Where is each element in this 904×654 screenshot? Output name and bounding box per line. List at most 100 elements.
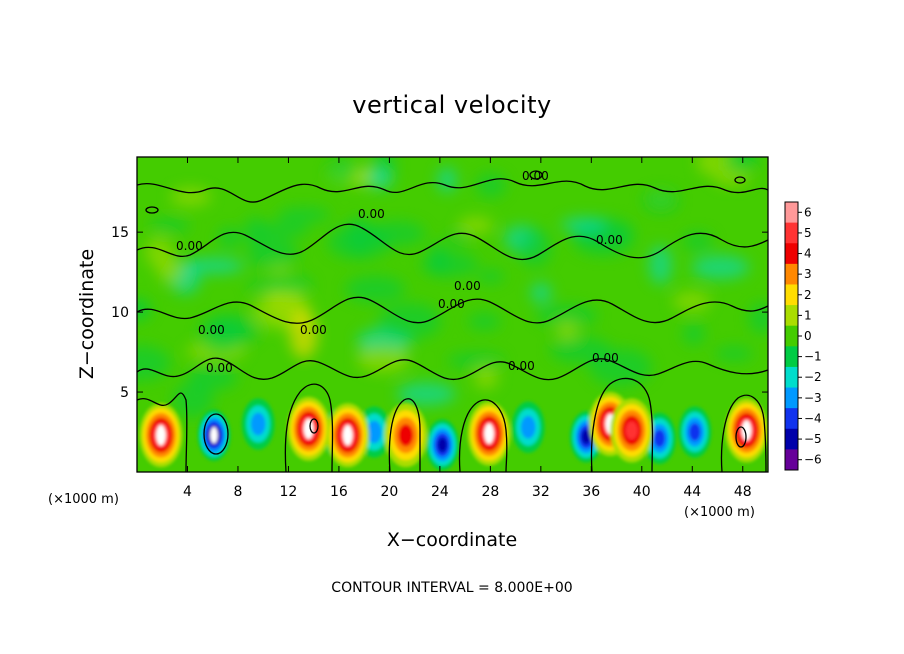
field-patch: [473, 365, 499, 390]
downdraft-cell: [581, 429, 591, 445]
field-patch: [476, 269, 505, 284]
updraft-peak: [343, 424, 353, 446]
contour-label: 0.00: [592, 351, 619, 365]
colorbar-swatch: [785, 284, 798, 306]
contour-label: 0.00: [358, 207, 385, 221]
contour-label: 0.00: [300, 323, 327, 337]
field-patch: [748, 302, 768, 334]
colorbar: 6 5 4 3 2 1 0 −1 −2 −3 −4 −5 −6: [784, 201, 822, 471]
field-patch: [550, 336, 611, 364]
field-patch: [682, 231, 713, 251]
colorbar-label: 1: [804, 308, 812, 322]
zero-contour-loop: [529, 170, 543, 180]
field-patch: [468, 313, 501, 330]
zero-contour-line: [590, 377, 654, 472]
colorbar-swatch: [785, 202, 798, 224]
zero-contour-line: [137, 357, 768, 381]
zero-contour-line: [284, 383, 334, 472]
plot-frame: [136, 156, 769, 473]
field-patch: [169, 187, 212, 207]
colorbar-label: 0: [804, 329, 812, 343]
colorbar-swatch: [785, 428, 798, 450]
field-patch: [149, 218, 191, 233]
y-tick-label: 10: [111, 305, 129, 321]
field-patch: [643, 188, 679, 213]
field-patch: [560, 216, 607, 233]
downdraft-cell: [437, 437, 448, 453]
colorbar-swatch: [785, 222, 798, 244]
field-patch: [289, 310, 318, 359]
field-patch: [217, 227, 243, 249]
field-patch: [345, 275, 405, 303]
x-tick-label: 32: [532, 484, 550, 500]
zero-contour-loop: [145, 206, 159, 214]
field-patch: [366, 167, 393, 190]
zero-contour-loop: [309, 418, 319, 434]
field-patch: [243, 217, 266, 246]
colorbar-label: −2: [804, 370, 822, 384]
colorbar-swatch: [785, 366, 798, 388]
field-patch: [156, 257, 184, 284]
field-patch: [696, 157, 731, 177]
field-patch: [672, 291, 711, 312]
velocity-field: [137, 157, 768, 471]
field-patch: [326, 157, 359, 184]
contour-interval-footer: CONTOUR INTERVAL = 8.000E+00: [331, 580, 572, 596]
field-patch: [556, 320, 578, 340]
field-patch: [396, 382, 456, 406]
boundary-layer-cells: [139, 392, 768, 471]
y-tick-label: 15: [111, 225, 129, 241]
updraft-cell: [398, 424, 414, 447]
field-patch: [267, 275, 313, 294]
y-axis: 5 10 15: [111, 225, 768, 401]
x-unit-left: (×1000 m): [48, 492, 119, 507]
contour-label: 0.00: [454, 279, 481, 293]
contour-labels: 0.00 0.00 0.00 0.00 0.00 0.00 0.00 0.00 …: [176, 169, 623, 375]
zero-contour-line: [388, 398, 421, 472]
downdraft-cell: [653, 429, 666, 448]
x-axis: 4 8 12 16 20 24 28 32 36 40 44 48: [183, 157, 752, 500]
x-tick-label: 24: [431, 484, 449, 500]
x-tick-label: 12: [280, 484, 298, 500]
colorbar-label: −4: [804, 411, 822, 425]
x-tick-label: 40: [633, 484, 651, 500]
field-patch: [691, 255, 750, 280]
field-patch: [458, 216, 494, 235]
x-tick-label: 44: [683, 484, 701, 500]
field-patch: [254, 221, 310, 238]
colorbar-swatch: [785, 243, 798, 265]
plot-area: 0.00 0.00 0.00 0.00 0.00 0.00 0.00 0.00 …: [136, 156, 769, 473]
field-texture: [137, 157, 768, 418]
field-patch: [475, 173, 507, 198]
downdraft-peak: [210, 427, 218, 444]
x-tick-label: 20: [380, 484, 398, 500]
contour-label: 0.00: [198, 323, 225, 337]
colorbar-label: −6: [804, 453, 822, 467]
updraft-peak: [484, 423, 494, 444]
colorbar-swatch: [785, 263, 798, 285]
colorbar-label: 2: [804, 288, 812, 302]
field-patch: [173, 381, 214, 418]
field-patch: [535, 304, 598, 327]
zero-contour-loop: [203, 413, 229, 455]
zero-contours: [137, 170, 768, 472]
field-patch: [437, 166, 458, 193]
colorbar-swatch: [785, 449, 798, 471]
field-patch: [682, 322, 705, 346]
x-tick-label: 8: [233, 484, 242, 500]
field-patch: [137, 345, 171, 382]
field-patch: [722, 157, 759, 173]
x-unit-right: (×1000 m): [684, 505, 755, 520]
y-axis-label: Z−coordinate: [76, 249, 98, 379]
field-patch: [447, 352, 505, 369]
x-tick-label: 4: [183, 484, 192, 500]
colorbar-label: −1: [804, 350, 822, 364]
field-patch: [277, 207, 330, 223]
zero-contour-line: [458, 399, 508, 472]
downdraft-cell: [689, 423, 701, 441]
x-tick-label: 36: [582, 484, 600, 500]
contour-label: 0.00: [596, 233, 623, 247]
field-patch: [182, 257, 245, 275]
x-tick-label: 48: [734, 484, 752, 500]
